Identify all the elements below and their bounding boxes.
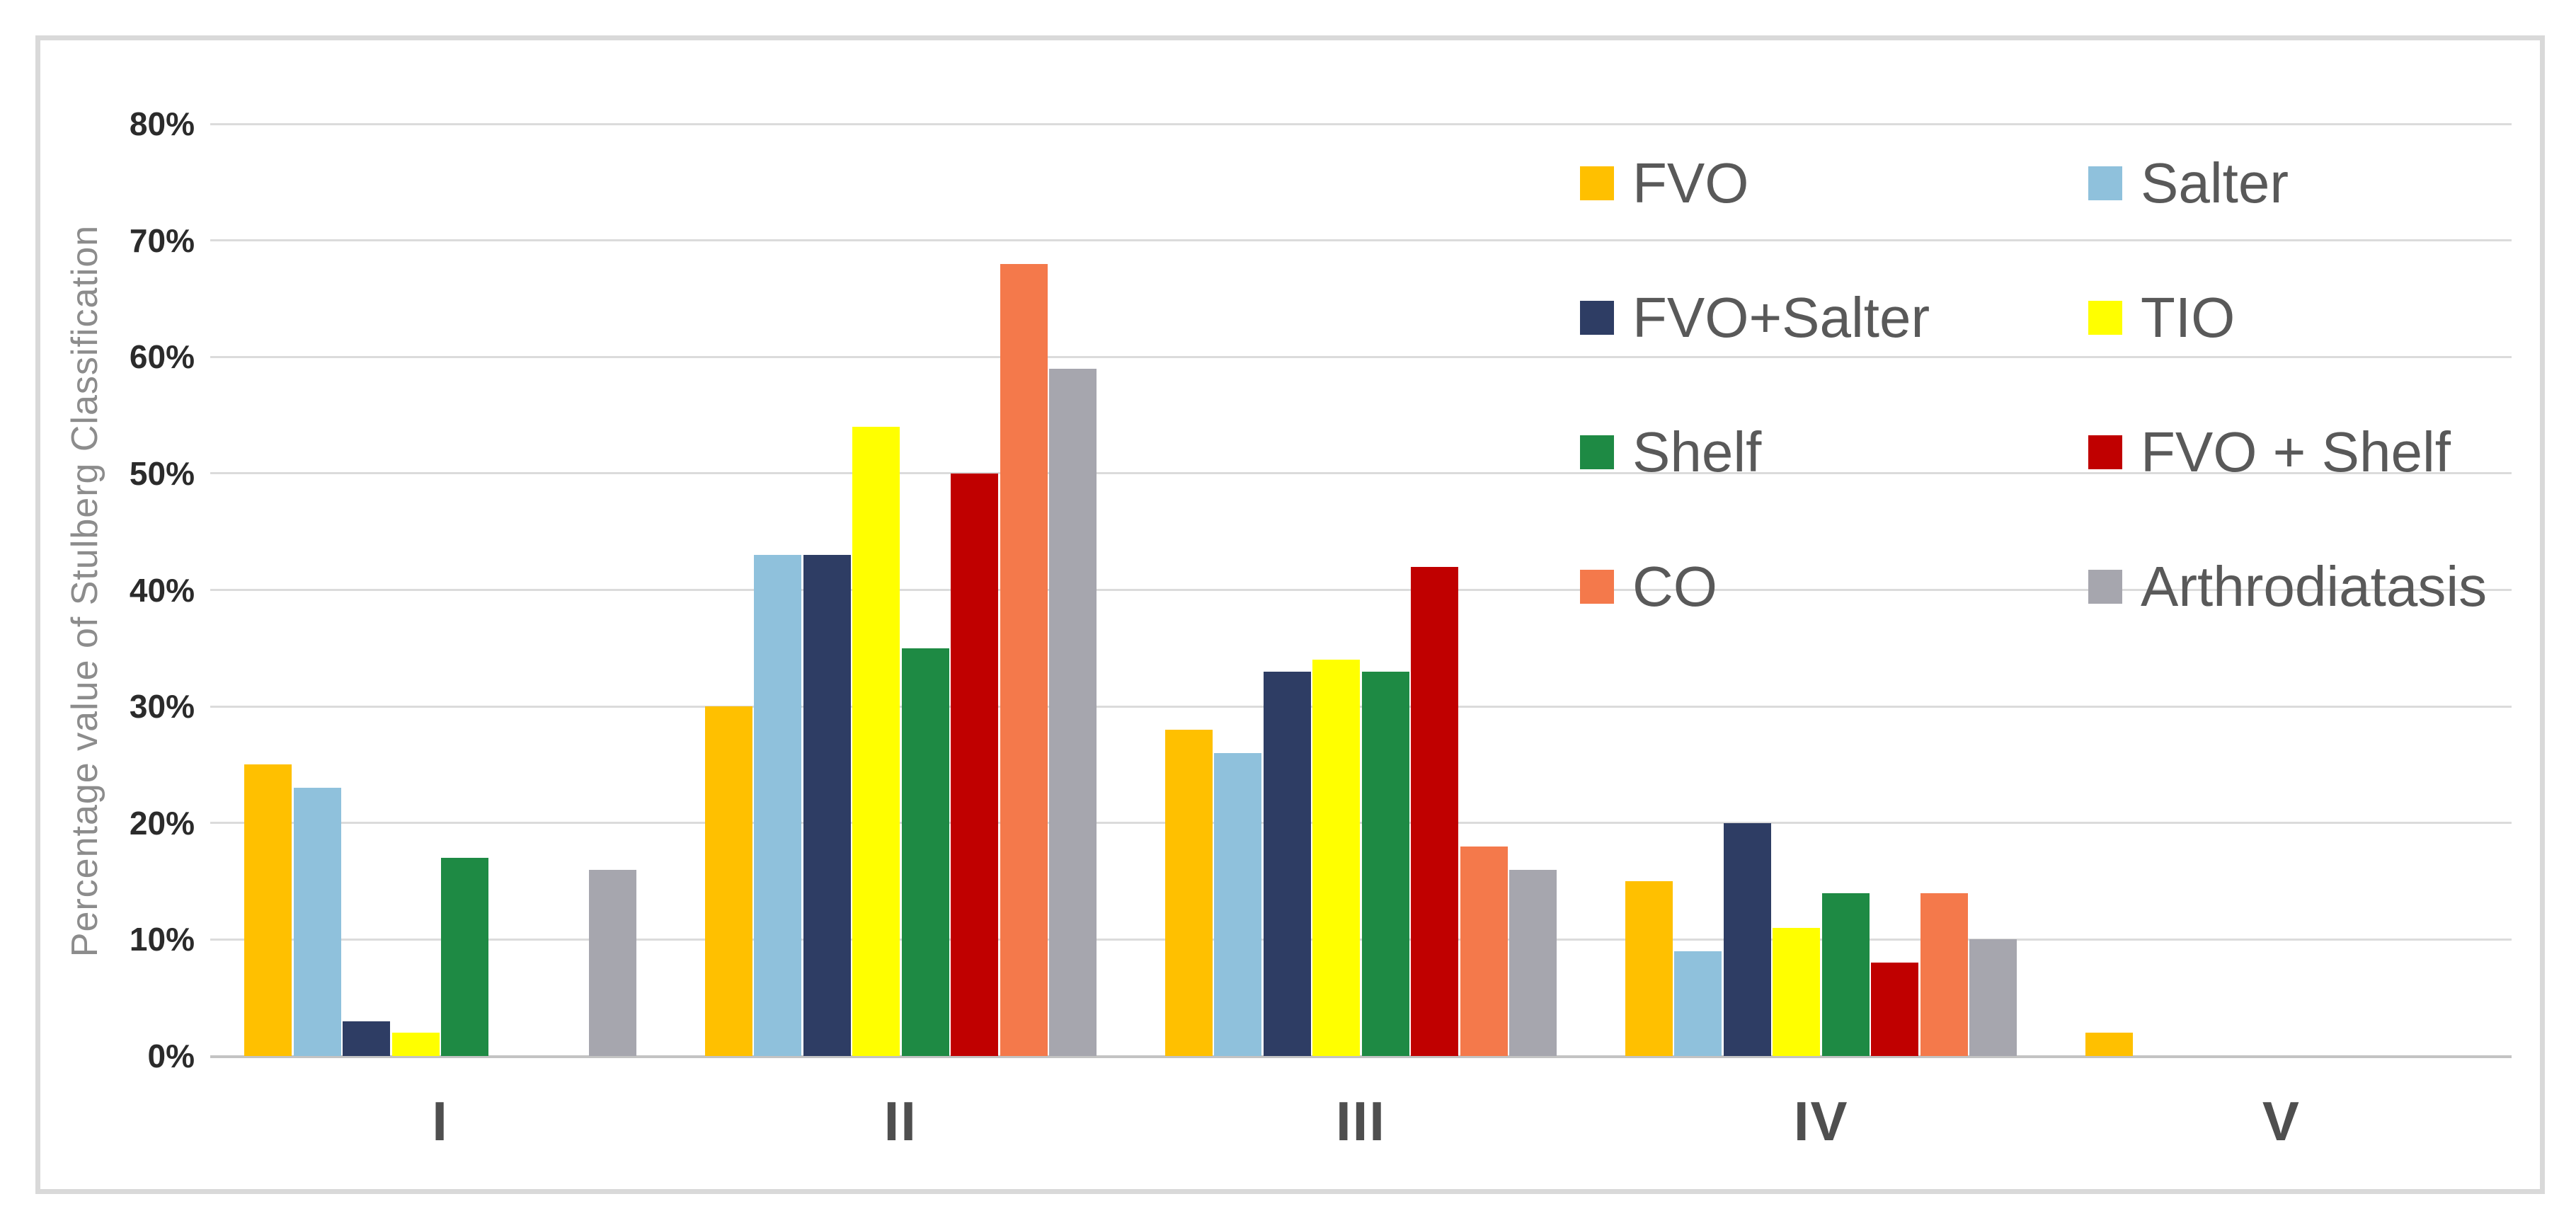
bar-Salter-III	[1214, 752, 1262, 1056]
y-tick-label-40: 40%	[129, 571, 195, 609]
legend-label-Shelf: Shelf	[1632, 420, 1762, 483]
gridline-0	[210, 1055, 2512, 1058]
bar-Salter-II	[754, 555, 802, 1056]
bar-FVO-V	[2085, 1033, 2134, 1056]
legend-label-Arthrodiatasis: Arthrodiatasis	[2141, 555, 2488, 618]
legend-swatch-TIO	[2088, 301, 2122, 335]
bar-Shelf-IV	[1821, 893, 1870, 1056]
bar-FVO-I	[244, 764, 292, 1056]
x-axis-label-V: V	[2262, 1090, 2301, 1152]
legend-swatch-Salter	[2088, 166, 2122, 200]
bar-TIO-IV	[1773, 927, 1821, 1056]
bar-FVO+Shelf-II	[951, 473, 999, 1056]
legend-swatch-CO	[1580, 570, 1614, 604]
y-tick-label-50: 50%	[129, 454, 195, 492]
bar-FVO-IV	[1625, 881, 1673, 1056]
y-tick-label-30: 30%	[129, 688, 195, 725]
bar-Shelf-I	[441, 858, 489, 1056]
bar-CO-II	[1000, 263, 1048, 1056]
legend-label-Salter: Salter	[2141, 151, 2289, 214]
legend-label-TIO: TIO	[2141, 286, 2236, 349]
gridline-60	[210, 355, 2512, 358]
legend-swatch-Arthrodiatasis	[2088, 570, 2122, 604]
bar-FVO+Salter-II	[803, 555, 851, 1056]
bar-TIO-I	[391, 1033, 440, 1056]
bar-FVO-III	[1164, 730, 1213, 1056]
bar-FVO+Shelf-III	[1411, 566, 1459, 1056]
bar-FVO-II	[704, 706, 752, 1056]
x-axis-label-III: III	[1335, 1090, 1386, 1152]
y-tick-label-10: 10%	[129, 921, 195, 958]
gridline-80	[210, 122, 2512, 125]
gridline-30	[210, 705, 2512, 708]
y-tick-label-60: 60%	[129, 338, 195, 376]
bar-Salter-IV	[1674, 951, 1722, 1056]
y-tick-label-20: 20%	[129, 804, 195, 842]
y-tick-label-70: 70%	[129, 222, 195, 259]
y-tick-label-0: 0%	[147, 1038, 195, 1074]
legend-swatch-FVO	[1580, 166, 1614, 200]
legend-swatch-FVO+Shelf	[2088, 435, 2122, 469]
bar-Arthrodiatasis-I	[588, 869, 636, 1056]
bar-TIO-III	[1312, 660, 1361, 1056]
y-tick-label-80: 80%	[129, 105, 195, 142]
legend-label-FVO+Shelf: FVO + Shelf	[2141, 420, 2451, 483]
gridline-10	[210, 938, 2512, 941]
bar-FVO+Salter-III	[1263, 671, 1311, 1056]
gridline-70	[210, 239, 2512, 242]
bar-Arthrodiatasis-IV	[1969, 939, 2017, 1056]
x-axis-label-II: II	[883, 1090, 917, 1152]
gridline-40	[210, 589, 2512, 591]
bar-Shelf-II	[901, 648, 949, 1056]
bar-TIO-II	[852, 427, 900, 1056]
x-axis-label-IV: IV	[1793, 1090, 1849, 1152]
y-axis-title: Percentage value of Stulberg Classificat…	[64, 224, 105, 958]
bar-CO-IV	[1920, 893, 1968, 1056]
bar-Arthrodiatasis-III	[1509, 869, 1557, 1056]
legend-label-FVO+Salter: FVO+Salter	[1632, 286, 1930, 349]
legend-swatch-Shelf	[1580, 435, 1614, 469]
legend-label-CO: CO	[1632, 555, 1717, 618]
bar-Salter-I	[293, 788, 341, 1056]
gridline-20	[210, 822, 2512, 825]
gridline-50	[210, 472, 2512, 475]
bar-CO-III	[1460, 846, 1508, 1056]
bar-Arthrodiatasis-II	[1049, 368, 1097, 1056]
bar-FVO+Salter-I	[343, 1021, 391, 1056]
bar-FVO+Salter-IV	[1723, 822, 1771, 1056]
bar-FVO+Shelf-IV	[1871, 963, 1919, 1056]
legend-label-FVO: FVO	[1632, 151, 1749, 214]
x-axis-label-I: I	[432, 1090, 449, 1152]
legend-swatch-FVO+Salter	[1580, 301, 1614, 335]
bar-Shelf-III	[1361, 671, 1409, 1056]
